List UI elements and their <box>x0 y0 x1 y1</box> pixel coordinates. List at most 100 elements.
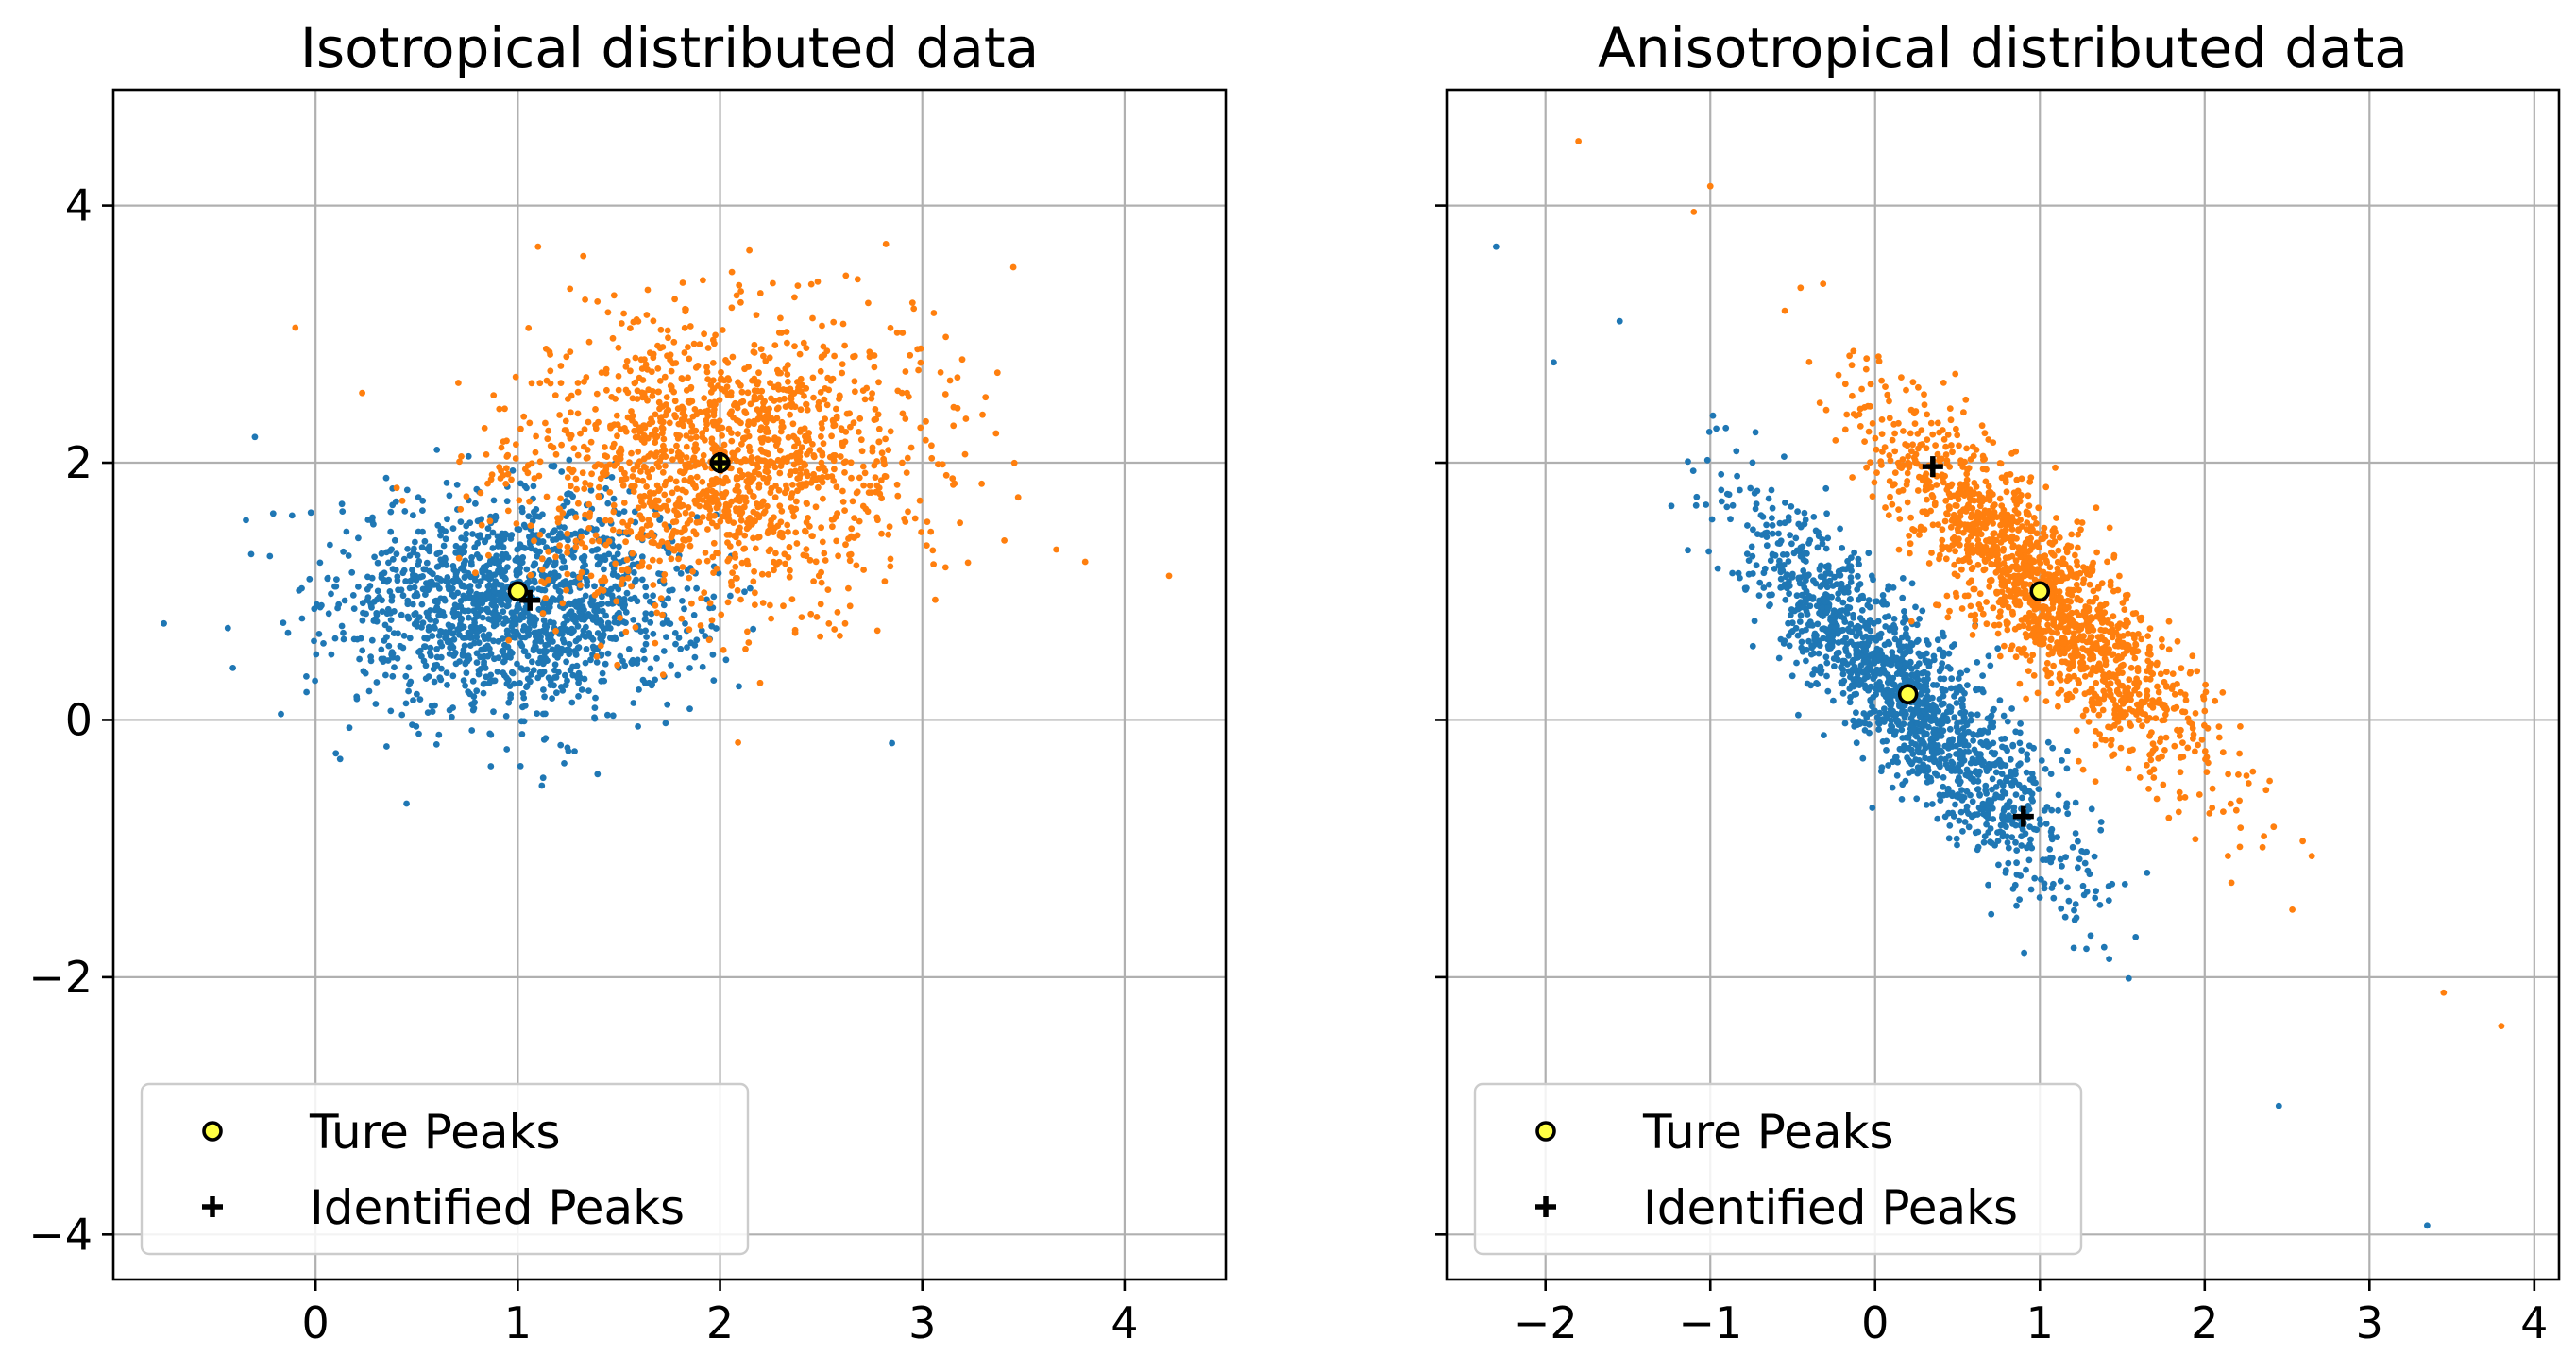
data-point <box>517 665 525 671</box>
data-point <box>652 411 659 418</box>
data-point <box>1959 828 1966 835</box>
data-point <box>333 576 340 583</box>
data-point <box>1873 598 1880 605</box>
data-point <box>1865 550 1873 557</box>
data-point <box>382 549 390 556</box>
data-point <box>1771 551 1779 559</box>
data-point <box>809 441 816 448</box>
data-point <box>1963 721 1971 729</box>
data-point <box>563 658 569 666</box>
data-point <box>646 500 653 506</box>
data-point <box>701 330 707 338</box>
data-point <box>622 628 630 635</box>
data-point <box>338 622 346 630</box>
data-point <box>832 452 839 459</box>
data-point <box>393 498 399 505</box>
data-point <box>754 415 762 422</box>
data-point <box>2036 894 2043 901</box>
data-point <box>435 612 442 619</box>
data-point <box>1743 550 1751 557</box>
data-point <box>1883 747 1890 754</box>
data-point <box>524 652 532 660</box>
data-point <box>2027 836 2034 843</box>
data-point <box>682 461 688 468</box>
data-point <box>848 474 855 482</box>
data-point <box>834 510 841 517</box>
data-point <box>2266 777 2274 785</box>
data-point <box>543 377 551 384</box>
data-point <box>589 635 597 643</box>
data-point <box>679 486 686 494</box>
data-point <box>1888 717 1895 724</box>
data-point <box>1886 675 1892 683</box>
data-point <box>847 459 855 466</box>
data-point <box>609 334 617 342</box>
data-point <box>724 391 732 398</box>
data-point <box>833 537 840 545</box>
data-point <box>1979 672 1987 679</box>
data-point <box>1745 570 1753 578</box>
data-point <box>1930 682 1937 688</box>
data-point <box>550 444 557 451</box>
data-point <box>642 361 650 368</box>
data-point <box>1931 501 1939 509</box>
data-point <box>733 497 739 503</box>
data-point <box>1970 731 1976 737</box>
data-point <box>1832 624 1839 632</box>
data-point <box>905 508 911 516</box>
data-point <box>880 455 887 463</box>
data-point <box>505 636 513 644</box>
data-point <box>1999 829 2007 837</box>
data-point <box>599 607 606 615</box>
data-point <box>1847 620 1855 628</box>
data-point <box>610 554 618 562</box>
data-point <box>576 574 584 581</box>
data-point <box>1763 542 1771 550</box>
data-point <box>2058 905 2065 912</box>
data-point <box>1839 666 1847 673</box>
data-point <box>507 691 515 699</box>
data-point <box>853 489 860 497</box>
data-point <box>526 419 534 427</box>
data-point <box>733 292 740 299</box>
data-point <box>547 682 554 688</box>
data-point <box>1955 675 1962 682</box>
data-point <box>1165 572 1173 580</box>
data-point <box>541 650 549 657</box>
data-point <box>1873 714 1881 721</box>
data-point <box>502 592 510 600</box>
data-point <box>370 520 377 528</box>
data-point <box>645 564 652 570</box>
data-point <box>1890 584 1897 591</box>
data-point <box>1692 501 1700 509</box>
data-point <box>1829 583 1837 589</box>
data-point <box>1839 599 1847 606</box>
data-point <box>1901 713 1908 720</box>
data-point <box>500 567 508 575</box>
data-point <box>1901 742 1907 750</box>
data-point <box>458 583 466 590</box>
data-point <box>791 629 799 636</box>
data-point <box>1725 491 1733 499</box>
data-point <box>830 418 837 426</box>
data-point <box>1963 445 1971 452</box>
data-point <box>693 636 701 644</box>
data-point <box>649 466 656 473</box>
data-point <box>1754 487 1761 495</box>
data-point <box>1001 537 1008 544</box>
data-point <box>1819 540 1826 548</box>
data-point <box>765 548 772 555</box>
data-point <box>681 324 688 331</box>
data-point <box>2025 805 2033 813</box>
data-point <box>833 483 840 491</box>
data-point <box>679 564 686 570</box>
data-point <box>882 241 890 247</box>
data-point <box>917 359 924 366</box>
data-point <box>750 508 757 516</box>
data-point <box>1788 619 1796 627</box>
data-point <box>435 632 443 639</box>
data-point <box>516 497 523 504</box>
data-point <box>830 477 838 484</box>
data-point <box>1850 717 1856 724</box>
